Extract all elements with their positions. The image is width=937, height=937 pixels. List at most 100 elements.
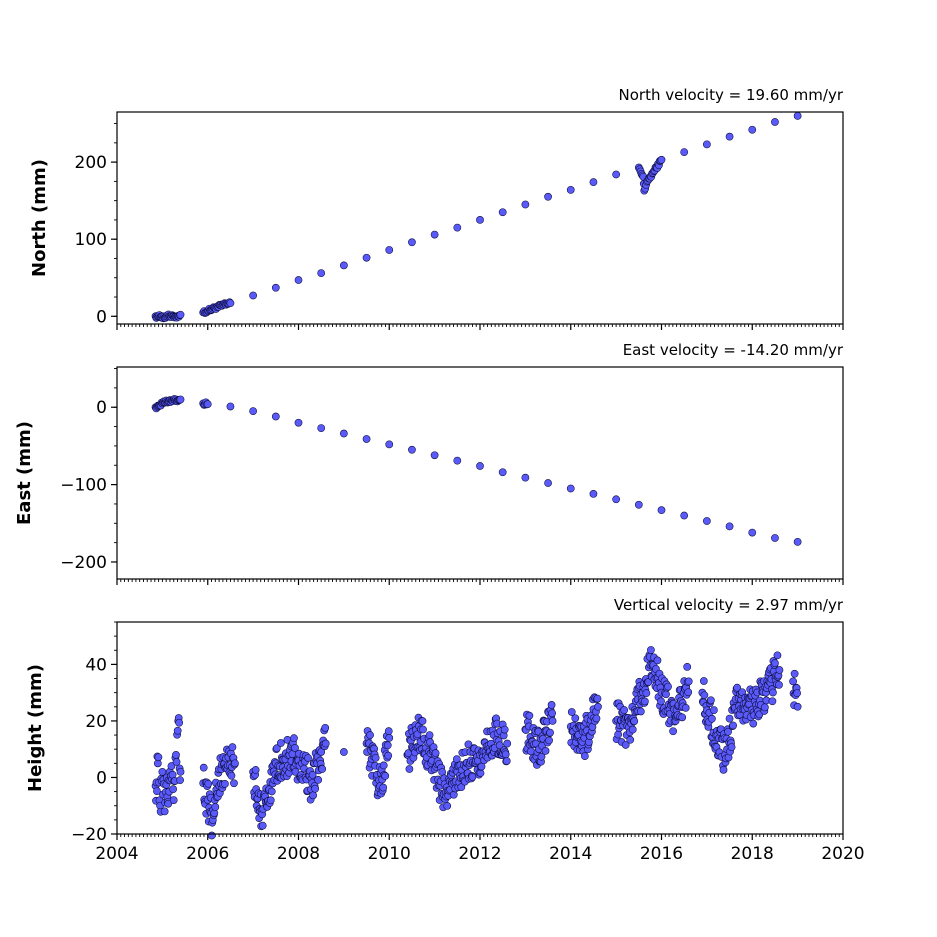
east-ytick-label: 0 (96, 398, 107, 418)
height-point (683, 663, 692, 671)
north-ytick-label: 0 (96, 307, 107, 327)
east-point (271, 412, 280, 421)
height-point (211, 803, 220, 811)
x-tick-label: 2010 (368, 844, 411, 864)
east-point (203, 400, 212, 409)
east-point (476, 462, 484, 470)
north-point (249, 291, 257, 300)
height-point (681, 704, 690, 712)
height-point (502, 757, 511, 765)
north-point (680, 148, 689, 156)
height-point (719, 766, 728, 774)
height-point (304, 754, 312, 762)
east-point (793, 537, 802, 546)
height-point (768, 697, 777, 706)
height-point (418, 717, 427, 725)
height-point (636, 707, 645, 716)
height-point (371, 754, 380, 762)
height-point (640, 697, 649, 706)
height-point (154, 753, 163, 762)
height-point (614, 730, 623, 739)
north-point (703, 140, 711, 149)
north-point (476, 216, 484, 224)
height-point (789, 677, 797, 686)
panel-east: East velocity = -14.20 mm/yr East (mm) −… (14, 341, 844, 585)
height-point (339, 748, 348, 756)
height-point (594, 702, 602, 711)
height-point (775, 681, 783, 689)
north-point (748, 125, 757, 134)
height-point (199, 763, 208, 772)
height-points (151, 646, 802, 840)
height-point (267, 787, 276, 796)
height-point (318, 765, 327, 773)
height-point (175, 718, 184, 727)
height-point (793, 689, 801, 697)
panel-height: Vertical velocity = 2.97 mm/yr Height (m… (25, 596, 865, 864)
height-point (653, 656, 662, 665)
height-point (626, 735, 635, 744)
east-point (339, 429, 348, 438)
height-ytick-label: 40 (85, 655, 107, 675)
north-ticks: 0 100 200 (75, 123, 844, 330)
north-frame (116, 111, 844, 325)
height-point (272, 744, 281, 753)
east-ytick-label: −100 (60, 476, 107, 496)
height-point (457, 783, 466, 792)
height-point (527, 747, 535, 756)
x-tick-label: 2014 (549, 844, 592, 864)
height-point (172, 758, 181, 766)
height-ytick-label: 0 (96, 768, 107, 788)
east-point (589, 490, 598, 498)
height-ylabel: Height (mm) (25, 664, 46, 792)
height-frame (116, 621, 844, 835)
height-point (379, 761, 388, 770)
height-point (169, 796, 178, 804)
height-point (710, 706, 718, 714)
height-point (276, 739, 285, 747)
height-point (167, 762, 176, 771)
north-point (317, 269, 326, 277)
north-point (362, 253, 371, 262)
height-point (733, 683, 742, 692)
height-point (431, 749, 440, 757)
north-title: North velocity = 19.60 mm/yr (619, 86, 844, 104)
height-point (425, 731, 434, 739)
height-point (309, 791, 317, 800)
height-point (381, 772, 390, 780)
north-point (176, 310, 185, 319)
height-point (321, 739, 330, 748)
x-tick-label: 2004 (95, 844, 138, 864)
height-ytick-label: −20 (71, 825, 107, 845)
north-point (385, 246, 394, 254)
east-point (566, 484, 575, 493)
height-point (449, 790, 458, 799)
height-point (793, 702, 802, 711)
height-ytick-label: 20 (85, 712, 107, 732)
north-ylabel: North (mm) (29, 159, 50, 277)
height-point (727, 743, 736, 751)
east-points (151, 395, 802, 546)
north-point (453, 223, 462, 232)
east-point (612, 495, 621, 504)
height-title: Vertical velocity = 2.97 mm/yr (614, 596, 844, 614)
east-point (748, 528, 757, 537)
height-point (775, 666, 784, 674)
height-point (567, 708, 576, 716)
height-point (160, 807, 169, 816)
height-point (291, 744, 299, 752)
height-point (548, 717, 557, 725)
north-point (589, 178, 598, 187)
height-point (548, 709, 556, 718)
height-point (662, 690, 670, 699)
panel-north: North velocity = 19.60 mm/yr North (mm) … (29, 86, 844, 330)
east-point (249, 407, 257, 415)
east-point (725, 522, 734, 531)
height-point (678, 713, 687, 722)
height-point (664, 682, 672, 691)
height-point (379, 783, 388, 792)
height-point (541, 747, 550, 755)
height-point (204, 779, 213, 788)
height-point (468, 772, 477, 781)
